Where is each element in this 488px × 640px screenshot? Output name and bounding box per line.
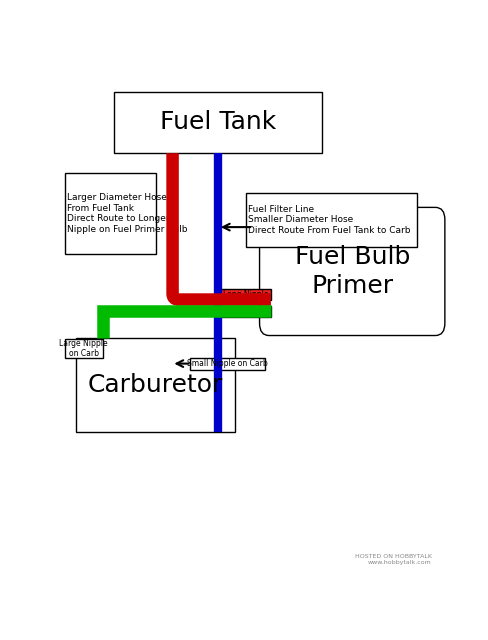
Bar: [76, 338, 235, 431]
Text: Fuel Filter Line
Smaller Diameter Hose
Direct Route From Fuel Tank to Carb: Fuel Filter Line Smaller Diameter Hose D…: [248, 205, 411, 235]
Text: Larger Diameter Hose
From Fuel Tank
Direct Route to Longer
Nipple on Fuel Primer: Larger Diameter Hose From Fuel Tank Dire…: [67, 193, 187, 234]
Text: Small Nipple on Carb: Small Nipple on Carb: [187, 359, 268, 369]
Bar: [220, 289, 271, 300]
Text: Fuel Tank: Fuel Tank: [160, 110, 276, 134]
Bar: [65, 339, 102, 358]
Text: Large Nipple
on Carb: Large Nipple on Carb: [60, 339, 108, 358]
Bar: [189, 358, 265, 370]
FancyBboxPatch shape: [260, 207, 445, 335]
Bar: [65, 173, 156, 254]
Bar: [220, 306, 271, 317]
Bar: [246, 193, 416, 247]
Bar: [114, 92, 322, 153]
Text: Long Nipple: Long Nipple: [223, 290, 268, 299]
Text: Fuel Bulb
Primer: Fuel Bulb Primer: [295, 244, 410, 298]
Text: Carburetor: Carburetor: [88, 372, 223, 397]
Text: HOSTED ON HOBBYTALK
www.hobbytalk.com: HOSTED ON HOBBYTALK www.hobbytalk.com: [355, 554, 431, 564]
Text: Short Nipple: Short Nipple: [222, 307, 269, 316]
